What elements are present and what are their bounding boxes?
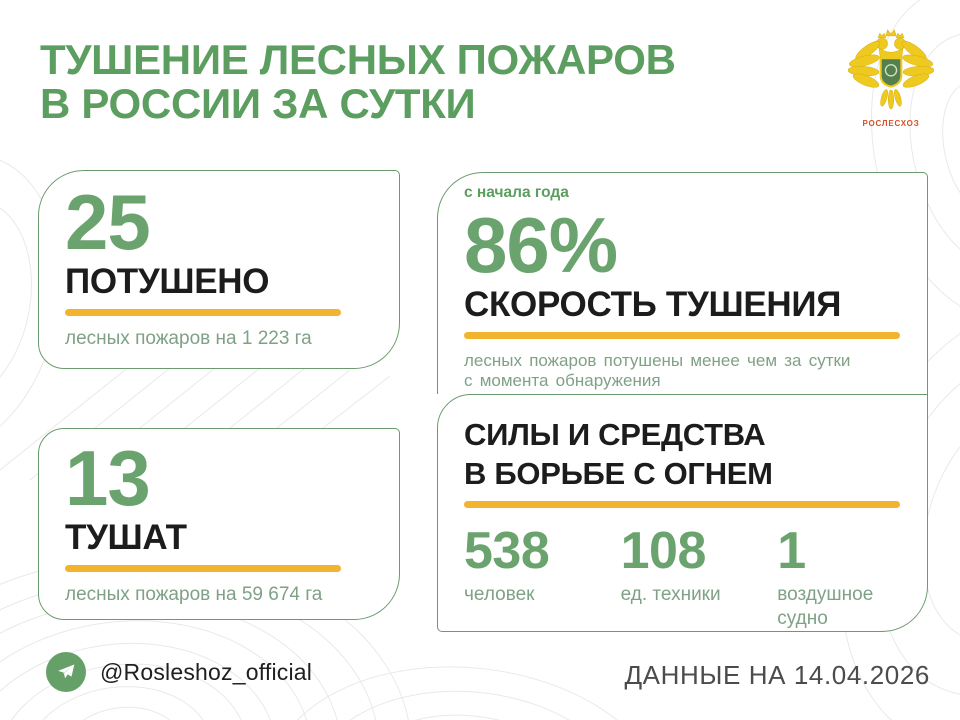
yellow-underline — [464, 331, 900, 339]
forces-title-line2: В БОРЬБЕ С ОГНЕМ — [464, 456, 773, 492]
page-title-line1: ТУШЕНИЕ ЛЕСНЫХ ПОЖАРОВ — [40, 36, 676, 83]
stat-personnel-value: 538 — [464, 522, 550, 581]
stat-personnel: 538 человек — [464, 525, 621, 631]
stat-aircraft: 1 воздушное судно — [777, 525, 901, 631]
period-note: с начала года — [464, 184, 569, 201]
card-forces-and-means: СИЛЫ И СРЕДСТВА В БОРЬБЕ С ОГНЕМ 538 чел… — [437, 394, 928, 632]
yellow-underline — [65, 564, 341, 572]
telegram-icon[interactable] — [46, 652, 86, 692]
being-extinguished-value: 13 — [65, 434, 151, 522]
forces-title-line1: СИЛЫ И СРЕДСТВА — [464, 417, 766, 452]
card-being-extinguished: 13 ТУШАТ лесных пожаров на 59 674 га — [38, 428, 400, 620]
being-extinguished-description: лесных пожаров на 59 674 га — [65, 583, 323, 605]
stat-equipment-label: ед. техники — [620, 584, 721, 606]
forces-title: СИЛЫ И СРЕДСТВА В БОРЬБЕ С ОГНЕМ — [464, 415, 901, 493]
telegram-handle[interactable]: @Rosleshoz_official — [100, 658, 313, 685]
telegram-link[interactable]: @Rosleshoz_official — [46, 652, 312, 692]
speed-label: СКОРОСТЬ ТУШЕНИЯ — [464, 285, 842, 324]
extinguished-label: ПОТУШЕНО — [65, 262, 270, 301]
forces-stats-row: 538 человек 108 ед. техники 1 воздушное … — [464, 525, 901, 631]
speed-description-line1: лесных пожаров потушены менее чем за сут… — [464, 350, 851, 370]
stat-aircraft-label: воздушное судно — [777, 584, 874, 629]
stat-equipment-value: 108 — [620, 522, 707, 581]
page-title-line2: В РОССИИ ЗА СУТКИ — [40, 79, 476, 127]
stat-equipment: 108 ед. техники — [621, 525, 778, 631]
being-extinguished-label: ТУШАТ — [65, 518, 187, 557]
card-extinguished: 25 ПОТУШЕНО лесных пожаров на 1 223 га — [38, 170, 400, 369]
stat-personnel-label: человек — [464, 584, 535, 606]
rosleshoz-eagle-icon — [848, 29, 934, 110]
logo-caption: РОСЛЕСХОЗ — [862, 119, 920, 128]
extinguished-value: 25 — [65, 178, 151, 266]
rosleshoz-logo: РОСЛЕСХОЗ — [836, 26, 946, 128]
speed-value: 86% — [464, 201, 618, 289]
stat-aircraft-value: 1 — [777, 522, 806, 581]
speed-description-line2: с момента обнаружения — [464, 371, 661, 391]
speed-description: лесных пожаров потушены менее чем за сут… — [464, 351, 901, 392]
card-suppression-speed: с начала года 86% СКОРОСТЬ ТУШЕНИЯ лесны… — [437, 172, 928, 394]
data-date-note: ДАННЫЕ НА 14.04.2026 — [624, 660, 930, 690]
yellow-underline — [464, 501, 900, 509]
page-title: ТУШЕНИЕ ЛЕСНЫХ ПОЖАРОВ В РОССИИ ЗА СУТКИ — [40, 38, 760, 125]
extinguished-description: лесных пожаров на 1 223 га — [65, 327, 312, 349]
yellow-underline — [65, 308, 341, 316]
